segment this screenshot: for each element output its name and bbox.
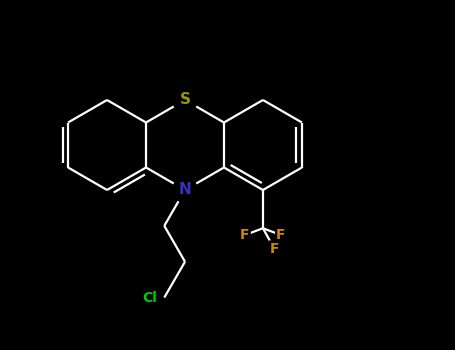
- Text: Cl: Cl: [142, 290, 157, 304]
- Text: N: N: [179, 182, 192, 197]
- Text: F: F: [269, 241, 279, 255]
- Text: S: S: [180, 92, 191, 107]
- Text: F: F: [240, 228, 250, 242]
- Text: F: F: [276, 228, 286, 242]
